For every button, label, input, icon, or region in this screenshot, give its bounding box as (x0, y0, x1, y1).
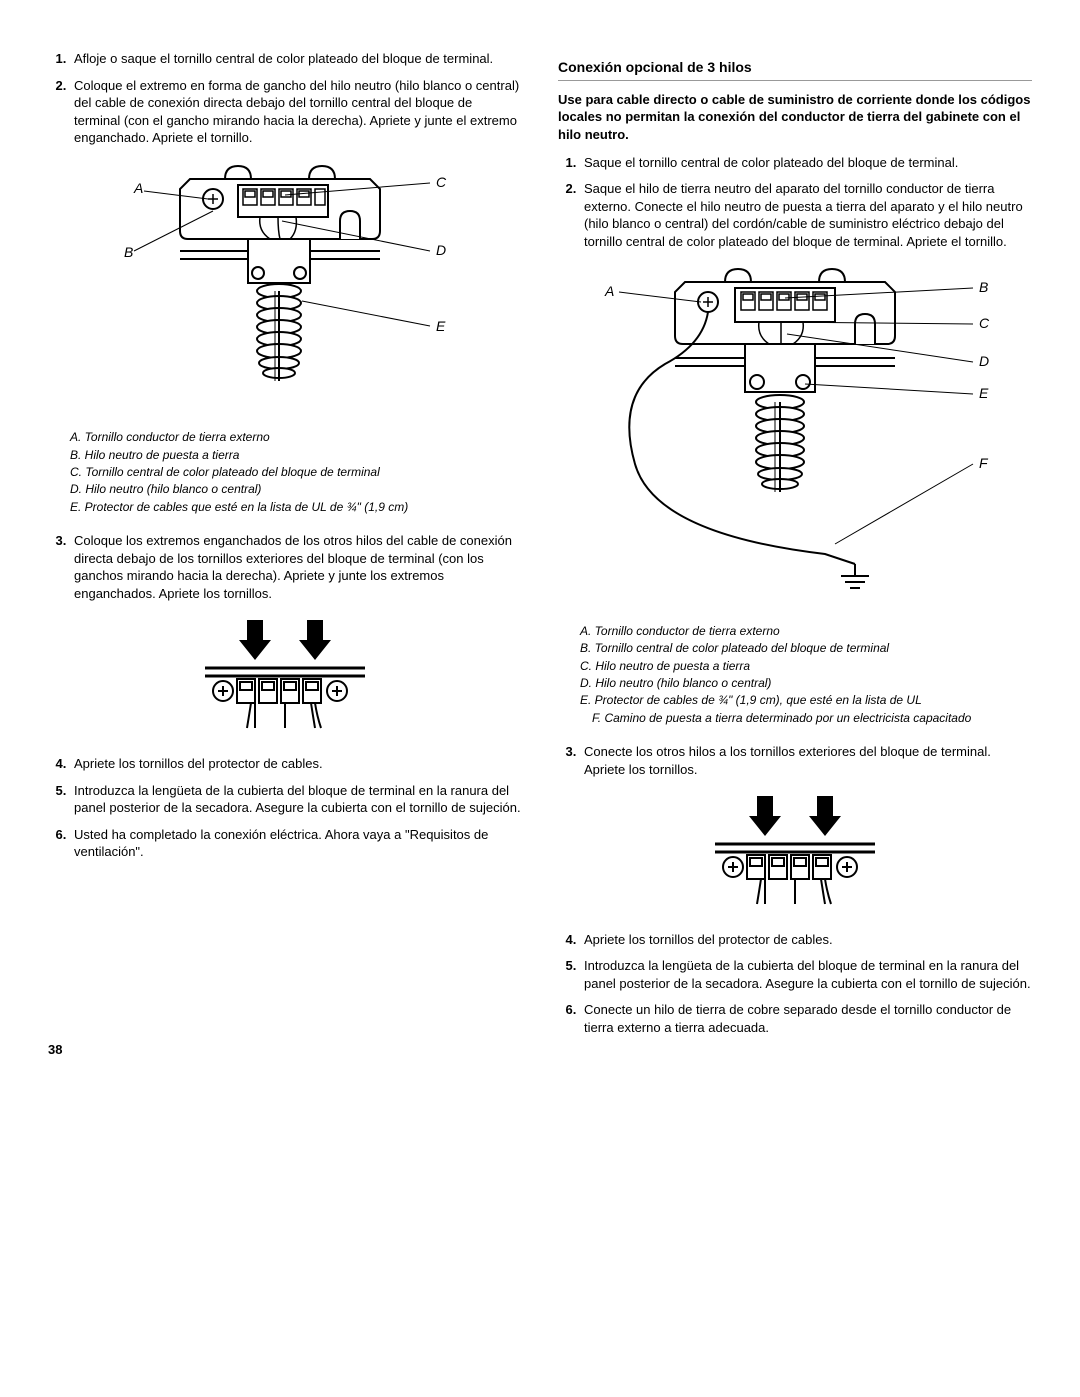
left-step-4: Apriete los tornillos del protector de c… (70, 755, 522, 773)
label-E: E (436, 318, 446, 334)
left-step-3: Coloque los extremos enganchados de los … (70, 532, 522, 602)
right-column: Conexión opcional de 3 hilos Use para ca… (558, 50, 1032, 1058)
legend2-F: F. Camino de puesta a tierra determinado… (580, 710, 1032, 727)
right-step-1: Saque el tornillo central de color plate… (580, 154, 1032, 172)
left-list-part3: Apriete los tornillos del protector de c… (48, 755, 522, 861)
left-step-1: Afloje o saque el tornillo central de co… (70, 50, 522, 68)
figure-right-2 (558, 792, 1032, 917)
left-step-5: Introduzca la lengüeta de la cubierta de… (70, 782, 522, 817)
figure-left-2 (48, 616, 522, 741)
legend2-B: B. Tornillo central de color plateado de… (580, 640, 1032, 657)
page-number: 38 (48, 1041, 522, 1059)
left-list-part2: Coloque los extremos enganchados de los … (48, 532, 522, 602)
left-step-6: Usted ha completado la conexión eléctric… (70, 826, 522, 861)
svg-text:E: E (979, 385, 989, 401)
label-C: C (436, 174, 447, 190)
legend1-A: A. Tornillo conductor de tierra externo (70, 429, 522, 446)
right-step-3: Conecte los otros hilos a los tornillos … (580, 743, 1032, 778)
svg-text:A: A (604, 283, 614, 299)
left-list-part1: Afloje o saque el tornillo central de co… (48, 50, 522, 147)
right-step-6: Conecte un hilo de tierra de cobre separ… (580, 1001, 1032, 1036)
legend2-A: A. Tornillo conductor de tierra externo (580, 623, 1032, 640)
two-column-layout: Afloje o saque el tornillo central de co… (48, 50, 1032, 1058)
svg-text:D: D (979, 353, 989, 369)
legend2-E: E. Protector de cables de ¾" (1,9 cm), q… (580, 692, 1032, 709)
diagram-terminal-block-2: A B C D E F (575, 264, 1015, 604)
legend1-C: C. Tornillo central de color plateado de… (70, 464, 522, 481)
svg-text:B: B (979, 279, 988, 295)
legend1-D: D. Hilo neutro (hilo blanco o central) (70, 481, 522, 498)
diagram-arrows-terminal-2 (695, 792, 895, 912)
right-list-part1: Saque el tornillo central de color plate… (558, 154, 1032, 251)
legend2-D: D. Hilo neutro (hilo blanco o central) (580, 675, 1032, 692)
figure-left-1: A B C D E (48, 161, 522, 416)
right-list-part2: Conecte los otros hilos a los tornillos … (558, 743, 1032, 778)
right-heading: Conexión opcional de 3 hilos (558, 58, 1032, 81)
svg-text:F: F (979, 455, 989, 471)
right-step-4: Apriete los tornillos del protector de c… (580, 931, 1032, 949)
legend-left-1: A. Tornillo conductor de tierra externo … (70, 429, 522, 516)
right-step-5: Introduzca la lengüeta de la cubierta de… (580, 957, 1032, 992)
diagram-arrows-terminal-1 (185, 616, 385, 736)
svg-text:C: C (979, 315, 990, 331)
label-D: D (436, 242, 446, 258)
legend1-B: B. Hilo neutro de puesta a tierra (70, 447, 522, 464)
left-step-2: Coloque el extremo en forma de gancho de… (70, 77, 522, 147)
left-column: Afloje o saque el tornillo central de co… (48, 50, 522, 1058)
right-intro: Use para cable directo o cable de sumini… (558, 91, 1032, 144)
figure-right-1: A B C D E F (558, 264, 1032, 609)
diagram-terminal-block-1: A B C D E (110, 161, 460, 411)
label-A: A (133, 180, 143, 196)
legend-right: A. Tornillo conductor de tierra externo … (580, 623, 1032, 727)
legend2-C: C. Hilo neutro de puesta a tierra (580, 658, 1032, 675)
label-B: B (124, 244, 133, 260)
right-step-2: Saque el hilo de tierra neutro del apara… (580, 180, 1032, 250)
legend1-E: E. Protector de cables que esté en la li… (70, 499, 522, 516)
right-list-part3: Apriete los tornillos del protector de c… (558, 931, 1032, 1037)
